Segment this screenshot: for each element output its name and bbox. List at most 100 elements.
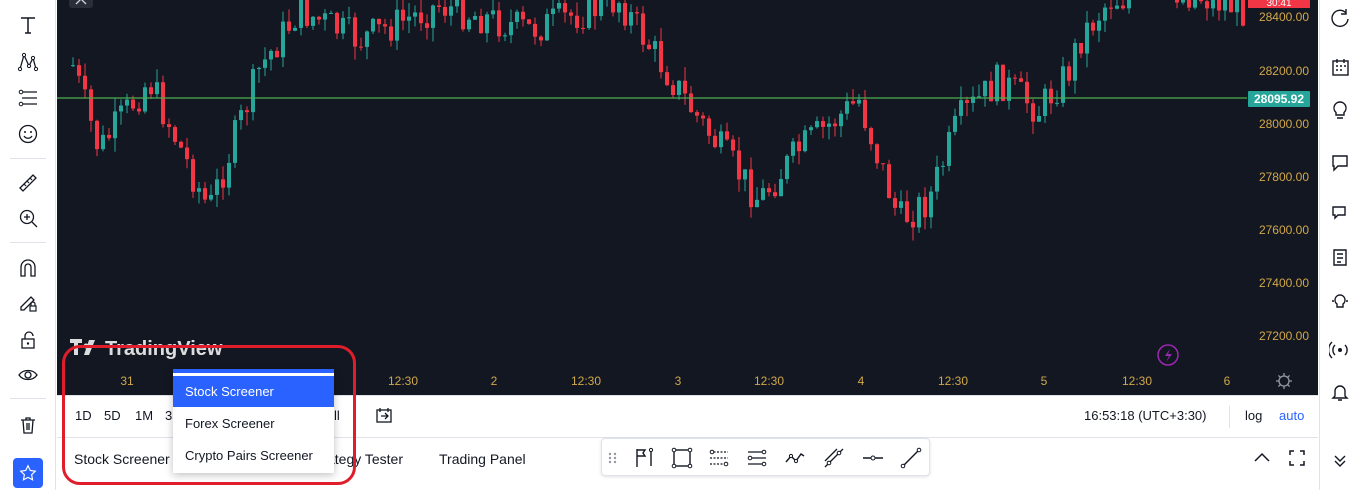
candle-body bbox=[803, 130, 807, 152]
candle-body bbox=[281, 21, 285, 58]
tab-strategy-tester[interactable]: ategy Tester bbox=[327, 451, 404, 467]
tab-stock-screener[interactable]: Stock Screener bbox=[74, 451, 170, 467]
candle-body bbox=[713, 135, 717, 148]
parallel-channel-icon[interactable] bbox=[745, 446, 769, 470]
candle-body bbox=[1091, 22, 1095, 31]
candle-body bbox=[521, 11, 525, 20]
price-axis-label: 27800.00 bbox=[1259, 170, 1309, 184]
candle-body bbox=[887, 164, 891, 199]
flag-icon[interactable] bbox=[632, 446, 656, 470]
pattern-icon[interactable] bbox=[11, 47, 45, 77]
log-scale-button[interactable]: log bbox=[1245, 408, 1263, 423]
menu-item-forex-screener[interactable]: Forex Screener bbox=[185, 416, 275, 431]
candle-body bbox=[929, 191, 933, 218]
candle-body bbox=[683, 80, 687, 94]
candle-body bbox=[89, 89, 93, 121]
ideas-icon[interactable] bbox=[1329, 290, 1350, 314]
candle-body bbox=[131, 99, 135, 109]
candle-body bbox=[1115, 5, 1119, 9]
candle-body bbox=[941, 165, 945, 167]
candle-body bbox=[293, 27, 297, 31]
candle-body bbox=[221, 179, 225, 188]
more-icon[interactable] bbox=[1329, 447, 1350, 471]
zoom-in-icon[interactable] bbox=[11, 203, 45, 233]
candle-body bbox=[737, 150, 741, 180]
candle-body bbox=[407, 16, 411, 21]
collapse-panel-icon[interactable] bbox=[1252, 448, 1272, 468]
range-1m-button[interactable]: 1M bbox=[135, 408, 154, 423]
candle-body bbox=[1217, 0, 1221, 11]
horizontal-ray-icon[interactable] bbox=[861, 446, 885, 470]
candle-body bbox=[959, 100, 963, 116]
candle-body bbox=[779, 179, 783, 197]
candle-body bbox=[251, 69, 255, 113]
tab-trading-panel[interactable]: Trading Panel bbox=[439, 451, 526, 467]
notes-icon[interactable] bbox=[1329, 245, 1350, 269]
candle-body bbox=[329, 12, 333, 14]
range-3m-button[interactable]: 3 bbox=[165, 408, 173, 423]
refresh-icon[interactable] bbox=[1329, 6, 1350, 30]
magnet-icon[interactable] bbox=[11, 253, 45, 283]
text-icon[interactable] bbox=[11, 10, 45, 40]
menu-item-crypto-pairs-screener[interactable]: Crypto Pairs Screener bbox=[185, 448, 313, 463]
current-price-badge bbox=[1248, 91, 1310, 107]
left-drawing-toolbar bbox=[0, 0, 56, 490]
lightbulb-icon[interactable] bbox=[1329, 98, 1350, 122]
time-axis-label: 12:30 bbox=[1122, 374, 1152, 388]
calendar-icon[interactable] bbox=[1329, 55, 1350, 79]
candle-body bbox=[659, 41, 663, 73]
candle-body bbox=[953, 115, 957, 132]
candle-body bbox=[977, 96, 981, 98]
price-chart[interactable]: 28400.00 28200.00 28000.00 27800.00 27600.00… bbox=[57, 0, 1318, 395]
candle-body bbox=[365, 31, 369, 47]
lightning-icon bbox=[1157, 344, 1179, 366]
range-5d-button[interactable]: 5D bbox=[104, 408, 121, 423]
timezone-clock[interactable]: 16:53:18 (UTC+3:30) bbox=[1084, 408, 1207, 423]
candle-body bbox=[239, 110, 243, 121]
emoji-icon[interactable] bbox=[11, 119, 45, 149]
candle-body bbox=[671, 85, 675, 95]
candle-body bbox=[119, 105, 123, 112]
ruler-icon[interactable] bbox=[11, 168, 45, 198]
broadcast-icon[interactable] bbox=[1329, 338, 1350, 362]
menu-item-stock-screener[interactable]: Stock Screener bbox=[173, 376, 334, 407]
fib-icon[interactable] bbox=[11, 83, 45, 113]
candle-body bbox=[1013, 77, 1017, 79]
lock-drawing-icon[interactable] bbox=[11, 288, 45, 318]
candlestick-chart[interactable]: 28400.00 28200.00 28000.00 27800.00 27600.00… bbox=[57, 0, 1318, 395]
right-widget-bar bbox=[1319, 0, 1350, 490]
candle-body bbox=[467, 19, 471, 30]
trash-icon[interactable] bbox=[11, 410, 45, 440]
candle-body bbox=[689, 93, 693, 113]
maximize-panel-icon[interactable] bbox=[1287, 448, 1307, 468]
candle-body bbox=[485, 14, 489, 34]
candle-body bbox=[143, 87, 147, 112]
notification-icon[interactable] bbox=[1329, 380, 1350, 404]
range-1d-button[interactable]: 1D bbox=[75, 408, 92, 423]
chat-icon[interactable] bbox=[1329, 150, 1350, 174]
rectangle-icon[interactable] bbox=[670, 446, 694, 470]
candle-body bbox=[311, 16, 315, 26]
path-icon[interactable] bbox=[783, 446, 807, 470]
candle-body bbox=[647, 44, 651, 49]
fib-retracement-icon[interactable] bbox=[707, 446, 731, 470]
candle-body bbox=[863, 99, 867, 129]
candle-body bbox=[911, 221, 915, 228]
comments-icon[interactable] bbox=[1329, 200, 1350, 224]
trend-line-icon[interactable] bbox=[822, 446, 846, 470]
line-icon[interactable] bbox=[899, 446, 923, 470]
star-icon[interactable] bbox=[13, 458, 43, 488]
time-axis-label: 31 bbox=[120, 374, 134, 388]
eye-icon[interactable] bbox=[11, 360, 45, 390]
candle-body bbox=[383, 24, 387, 27]
candle-body bbox=[1229, 0, 1233, 13]
goto-date-icon[interactable] bbox=[375, 406, 395, 426]
candle-body bbox=[899, 201, 903, 208]
candle-body bbox=[179, 141, 183, 148]
candle-body bbox=[167, 124, 171, 128]
auto-scale-button[interactable]: auto bbox=[1279, 408, 1305, 423]
unlock-icon[interactable] bbox=[11, 325, 45, 355]
range-all-button[interactable]: ll bbox=[334, 408, 340, 423]
drag-handle-icon[interactable] bbox=[606, 446, 620, 470]
